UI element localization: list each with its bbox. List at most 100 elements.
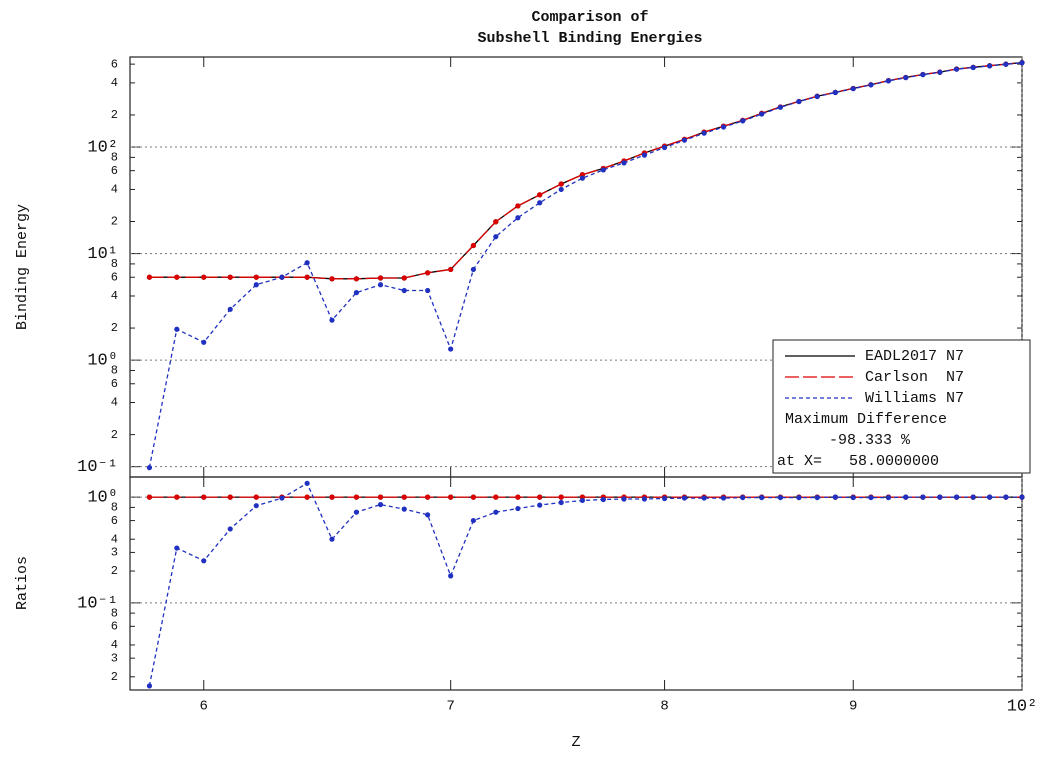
data-point xyxy=(493,219,499,225)
y-tick-label: 4 xyxy=(111,396,118,410)
data-point xyxy=(937,494,943,500)
data-point xyxy=(470,517,476,524)
data-point xyxy=(493,509,499,515)
data-point xyxy=(661,144,668,151)
y-tick-label: 10⁻¹ xyxy=(77,594,118,613)
y-tick-label: 3 xyxy=(111,651,118,665)
data-point xyxy=(174,545,180,551)
data-point xyxy=(701,130,707,136)
data-point xyxy=(304,260,310,266)
data-point xyxy=(146,494,153,500)
data-point xyxy=(353,494,360,500)
y-tick-label: 10⁰ xyxy=(87,352,118,371)
data-point xyxy=(174,494,180,500)
data-point xyxy=(174,274,180,280)
data-point xyxy=(1019,60,1025,66)
data-point xyxy=(201,494,207,500)
data-point xyxy=(537,192,543,198)
data-point xyxy=(377,282,384,288)
data-point xyxy=(470,494,476,500)
data-point xyxy=(903,75,909,81)
data-point xyxy=(740,494,746,501)
y-axis-label: Binding Energy xyxy=(14,204,31,330)
y-tick-label: 4 xyxy=(111,76,118,90)
data-point xyxy=(425,494,431,500)
x-axis-label: Z xyxy=(571,734,580,751)
data-point xyxy=(796,494,802,501)
data-point xyxy=(493,234,499,240)
y-tick-label: 10⁰ xyxy=(87,489,118,508)
data-point xyxy=(558,181,564,187)
data-point xyxy=(954,66,960,72)
data-point xyxy=(558,494,564,500)
data-point xyxy=(600,496,606,503)
data-point xyxy=(681,137,688,143)
data-point xyxy=(832,494,838,500)
y-tick-label: 4 xyxy=(111,532,118,546)
y-tick-label: 6 xyxy=(111,270,118,284)
chart-title: Comparison of xyxy=(531,9,648,26)
data-point xyxy=(146,274,153,280)
data-point xyxy=(201,558,207,564)
data-point xyxy=(885,494,892,501)
y-tick-label: 6 xyxy=(111,57,118,71)
data-point xyxy=(558,499,564,506)
data-point xyxy=(304,494,310,500)
data-point xyxy=(850,86,856,92)
y-tick-label: 8 xyxy=(111,606,118,620)
data-point xyxy=(1003,61,1009,67)
data-point xyxy=(329,317,335,323)
data-point xyxy=(448,573,454,579)
data-point xyxy=(329,276,335,282)
data-point xyxy=(329,494,335,500)
data-point xyxy=(920,72,926,78)
y-tick-label: 4 xyxy=(111,183,118,197)
data-point xyxy=(661,495,668,502)
data-point xyxy=(448,266,454,273)
data-point xyxy=(600,167,606,173)
y-tick-label: 8 xyxy=(111,364,118,378)
data-point xyxy=(227,274,233,280)
data-point xyxy=(701,495,707,501)
y-tick-label: 6 xyxy=(111,377,118,391)
y-tick-label: 2 xyxy=(111,215,118,229)
data-point xyxy=(401,494,407,500)
data-point xyxy=(681,495,688,501)
data-point xyxy=(987,63,993,69)
y-tick-label: 2 xyxy=(111,321,118,335)
data-point xyxy=(425,270,431,276)
data-point xyxy=(954,494,960,500)
data-point xyxy=(796,98,802,105)
data-point xyxy=(777,494,784,501)
y-tick-label: 6 xyxy=(111,514,118,528)
legend-label: EADL2017 N7 xyxy=(865,348,964,365)
data-point xyxy=(401,287,407,294)
data-point xyxy=(377,275,384,281)
data-point xyxy=(401,275,407,281)
data-point xyxy=(621,160,627,166)
data-point xyxy=(493,494,499,500)
legend-box xyxy=(772,339,1031,474)
data-point xyxy=(377,494,384,500)
data-point xyxy=(253,494,259,500)
data-point xyxy=(832,89,838,96)
annotation: Maximum Difference xyxy=(785,411,947,428)
data-point xyxy=(920,494,926,500)
data-point xyxy=(868,494,874,501)
data-point xyxy=(425,512,431,518)
data-point xyxy=(353,276,360,282)
series-line xyxy=(149,61,1023,280)
y-tick-label: 8 xyxy=(111,501,118,515)
data-point xyxy=(850,494,856,501)
data-point xyxy=(353,509,360,515)
data-point xyxy=(720,495,727,501)
data-point xyxy=(579,497,586,504)
x-tick-label: 6 xyxy=(200,699,208,715)
data-point xyxy=(353,290,360,296)
y-tick-label: 6 xyxy=(111,164,118,178)
y-tick-label: 3 xyxy=(111,546,118,560)
data-point xyxy=(759,111,765,117)
data-point xyxy=(227,494,233,500)
data-point xyxy=(814,93,820,100)
data-point xyxy=(304,480,310,486)
